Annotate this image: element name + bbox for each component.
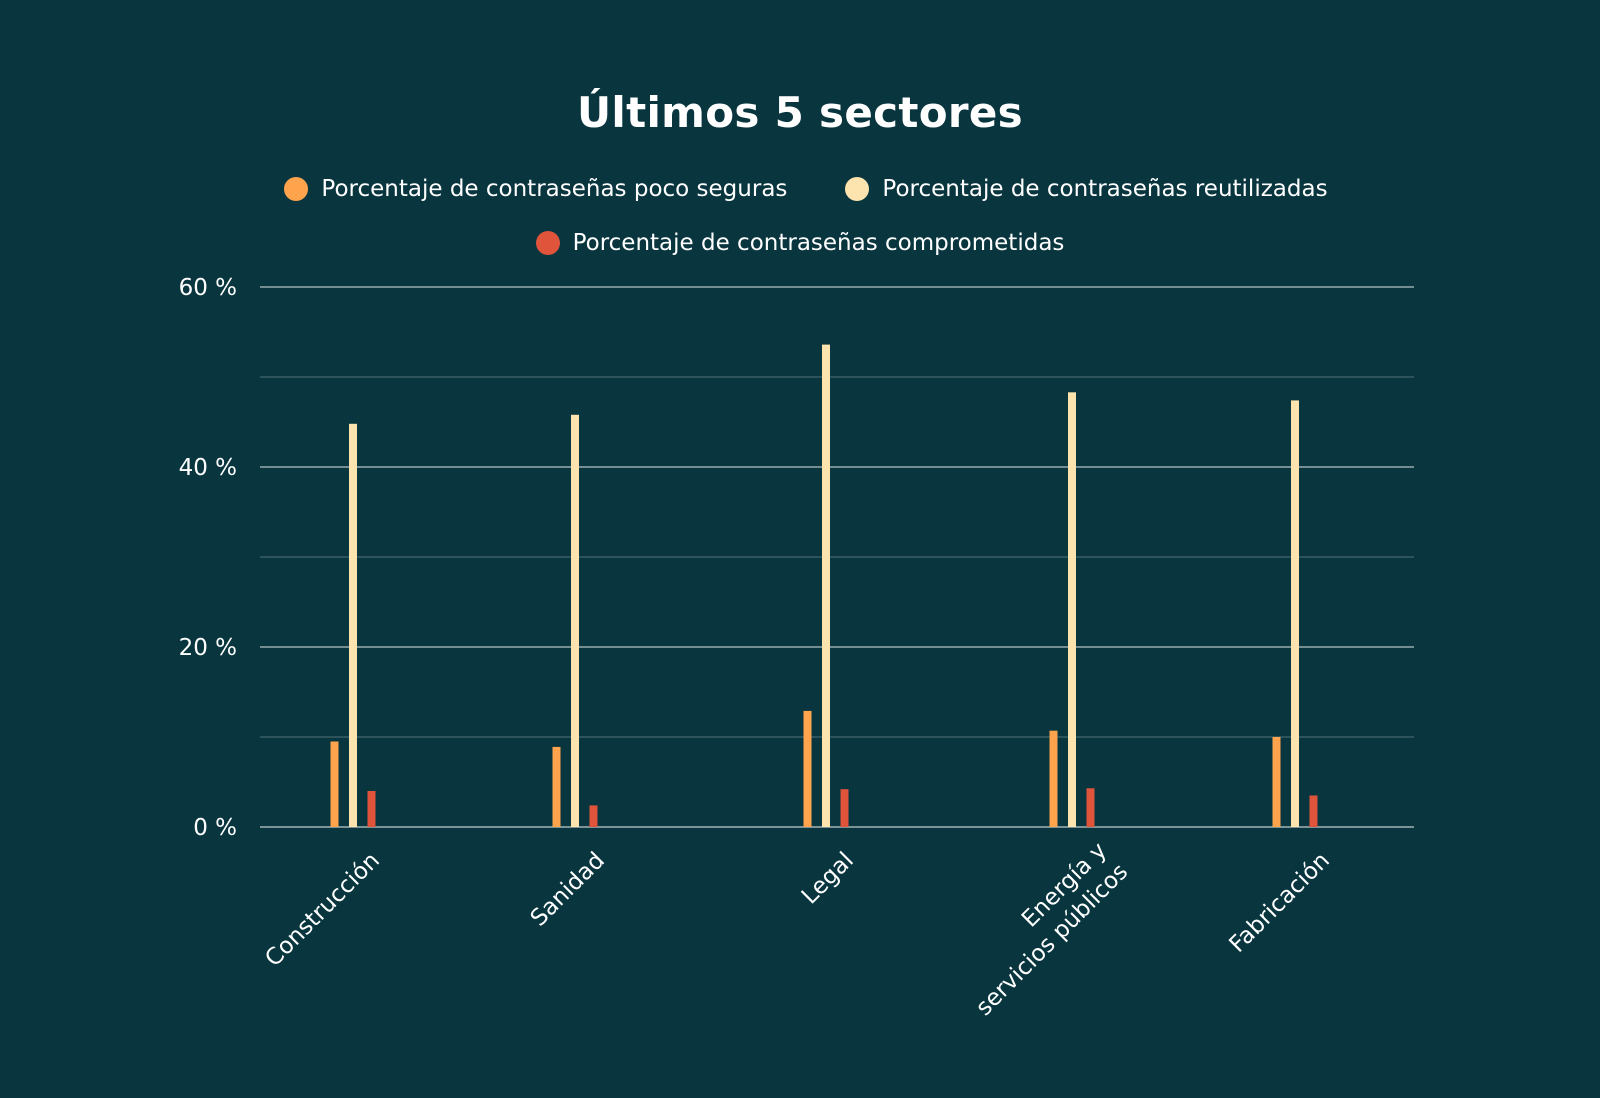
- x-tick-label-line: Fabricación: [1225, 848, 1335, 958]
- legend-dot-weak: [284, 177, 309, 201]
- bar-s1-c4: [1291, 400, 1299, 827]
- bar-s2-c0: [367, 791, 376, 827]
- bar-s2-c4: [1309, 795, 1318, 827]
- legend-row-1: Porcentaje de contraseñas poco seguras P…: [0, 176, 1600, 202]
- x-tick-label: Energía yservicios públicos: [950, 838, 1133, 1021]
- x-tick-label: Fabricación: [1225, 848, 1335, 958]
- y-tick-label: 20 %: [179, 635, 237, 661]
- x-tick-label-line: Construcción: [260, 848, 385, 973]
- legend-label-compromised: Porcentaje de contraseñas comprometidas: [572, 230, 1065, 256]
- legend-label-reused: Porcentaje de contraseñas reutilizadas: [882, 176, 1328, 202]
- bar-s2-c3: [1086, 788, 1095, 827]
- legend-dot-reused: [845, 177, 870, 201]
- chart-title: Últimos 5 sectores: [577, 88, 1023, 137]
- bar-s0-c2: [803, 710, 812, 827]
- legend-row-2: Porcentaje de contraseñas comprometidas: [0, 230, 1600, 256]
- bar-s1-c3: [1068, 392, 1076, 827]
- bar-s1-c1: [571, 414, 579, 827]
- legend-item-compromised: Porcentaje de contraseñas comprometidas: [535, 230, 1065, 256]
- bar-s0-c4: [1272, 737, 1281, 827]
- legend-dot-compromised: [535, 231, 560, 255]
- x-tick-label: Legal: [797, 848, 859, 910]
- bar-s0-c1: [552, 746, 561, 827]
- legend-label-weak: Porcentaje de contraseñas poco seguras: [321, 176, 788, 202]
- bar-s1-c2: [822, 344, 830, 827]
- x-tick-label: Construcción: [260, 848, 385, 973]
- y-tick-label: 60 %: [179, 275, 237, 301]
- legend-item-weak: Porcentaje de contraseñas poco seguras: [284, 176, 787, 202]
- bar-s0-c0: [330, 741, 339, 827]
- bar-s0-c3: [1049, 730, 1058, 827]
- legend-item-reused: Porcentaje de contraseñas reutilizadas: [845, 176, 1328, 202]
- bar-s2-c2: [840, 789, 849, 827]
- x-tick-label: Sanidad: [526, 848, 610, 932]
- bar-s1-c0: [349, 423, 357, 827]
- x-tick-label-line: Sanidad: [526, 848, 610, 932]
- y-tick-label: 0 %: [193, 815, 237, 841]
- bar-s2-c1: [589, 805, 598, 827]
- x-tick-label-line: Legal: [797, 848, 859, 910]
- y-tick-label: 40 %: [179, 455, 237, 481]
